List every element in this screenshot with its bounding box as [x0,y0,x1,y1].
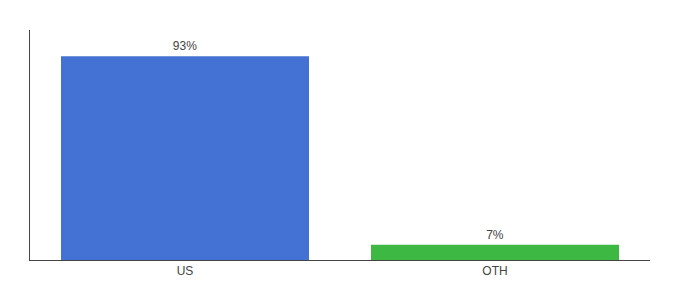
svg-text:7%: 7% [486,228,504,242]
svg-text:US: US [177,264,194,278]
svg-text:93%: 93% [173,39,197,53]
svg-text:OTH: OTH [482,264,507,278]
